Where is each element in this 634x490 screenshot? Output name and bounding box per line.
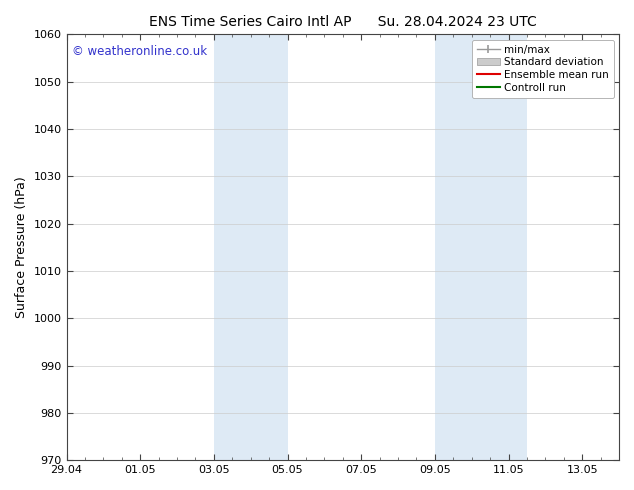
Legend: min/max, Standard deviation, Ensemble mean run, Controll run: min/max, Standard deviation, Ensemble me…	[472, 40, 614, 98]
Y-axis label: Surface Pressure (hPa): Surface Pressure (hPa)	[15, 176, 28, 318]
Title: ENS Time Series Cairo Intl AP      Su. 28.04.2024 23 UTC: ENS Time Series Cairo Intl AP Su. 28.04.…	[149, 15, 536, 29]
Text: © weatheronline.co.uk: © weatheronline.co.uk	[72, 45, 207, 58]
Bar	[435, 34, 527, 460]
Bar	[214, 34, 288, 460]
